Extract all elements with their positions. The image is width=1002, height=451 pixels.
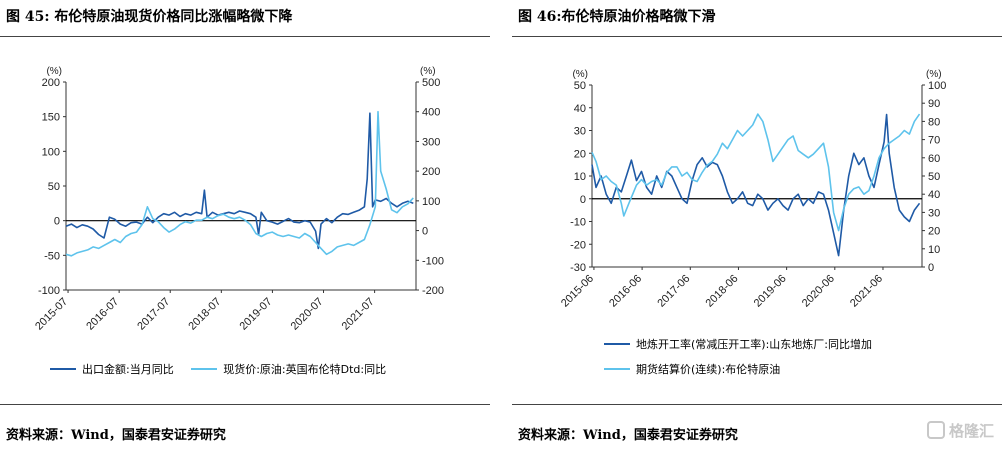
- left-tick-label: -100: [38, 285, 60, 297]
- left-tick-label: -20: [570, 239, 586, 251]
- source-divider: [512, 404, 1002, 405]
- right-tick-label: 60: [928, 153, 940, 165]
- x-tick-label: 2021-07: [340, 296, 377, 333]
- legend-label: 出口金额:当月同比: [82, 363, 174, 376]
- x-tick-label: 2020-06: [800, 273, 837, 310]
- legend-swatch: [604, 343, 630, 345]
- right-tick-label: 20: [928, 226, 940, 238]
- left-tick-label: 200: [42, 77, 60, 89]
- chart-legend: 地炼开工率(常减压开工率):山东地炼厂:同比增加 期货结算价(连续):布伦特原油: [604, 335, 886, 377]
- x-tick-label: 2019-06: [752, 273, 789, 310]
- legend-item: 出口金额:当月同比: [50, 361, 174, 377]
- right-tick-label: 30: [928, 207, 940, 219]
- right-axis-unit: (%): [926, 69, 942, 80]
- right-tick-label: 80: [928, 116, 940, 128]
- chart-legend: 出口金额:当月同比 现货价:原油:英国布伦特Dtd:同比: [50, 360, 400, 377]
- x-tick-label: 2018-07: [186, 296, 223, 333]
- legend-item: 期货结算价(连续):布伦特原油: [604, 361, 780, 377]
- right-tick-label: 500: [422, 77, 440, 89]
- watermark-logo-icon: [926, 421, 945, 439]
- right-tick-label: 400: [422, 107, 440, 119]
- left-tick-label: 100: [42, 146, 60, 158]
- chart-panel-left: 图 45: 布伦特原油现货价格同比涨幅略微下降 (%) (%) -100 -50 0 50…: [0, 0, 490, 451]
- chart-title: 图 45: 布伦特原油现货价格同比涨幅略微下降: [6, 9, 293, 25]
- series-line: [65, 110, 414, 257]
- legend-item: 地炼开工率(常减压开工率):山东地炼厂:同比增加: [604, 336, 872, 352]
- x-tick-label: 2018-06: [704, 273, 741, 310]
- legend-label: 地炼开工率(常减压开工率):山东地炼厂:同比增加: [636, 338, 872, 351]
- legend-swatch: [604, 368, 630, 370]
- x-tick-label: 2017-07: [135, 296, 172, 333]
- right-tick-label: 70: [928, 135, 940, 147]
- legend-swatch: [50, 368, 76, 370]
- left-axis-unit: (%): [572, 69, 588, 80]
- right-tick-label: 100: [422, 196, 440, 208]
- left-tick-label: 0: [580, 194, 586, 206]
- right-tick-label: 0: [422, 226, 428, 238]
- x-tick-label: 2021-06: [848, 273, 885, 310]
- left-tick-label: -50: [44, 250, 60, 262]
- right-tick-label: 200: [422, 166, 440, 178]
- right-tick-label: 100: [928, 80, 946, 92]
- right-tick-label: -100: [422, 255, 444, 267]
- line-chart: (%) (%) -30 -20 -10 0 10 20 30 40 50 0 10 20 30 40 50 60 7…: [559, 69, 946, 310]
- x-tick-label: 2017-06: [655, 273, 692, 310]
- series-line: [65, 112, 414, 250]
- left-tick-label: 0: [54, 216, 60, 228]
- left-tick-label: -30: [570, 262, 586, 274]
- x-tick-label: 2016-07: [84, 296, 121, 333]
- watermark-text: 格隆汇: [948, 422, 994, 440]
- x-tick-label: 2020-07: [289, 296, 326, 333]
- x-tick-label: 2019-07: [238, 296, 275, 333]
- right-tick-label: 50: [928, 171, 940, 183]
- line-chart: (%) (%) -100 -50 0 50 100 150 200 -200 -100 0 100 200…: [33, 66, 444, 333]
- series-line: [591, 113, 921, 257]
- left-tick-label: 30: [574, 126, 586, 138]
- left-tick-label: 150: [42, 112, 60, 124]
- left-tick-label: 50: [574, 80, 586, 92]
- series-line: [591, 113, 921, 232]
- right-tick-label: 90: [928, 98, 940, 110]
- chart-panel-right: 图 46:布伦特原油价格略微下滑 (%) (%) -30 -20 -10 0 10 20 30 4…: [512, 0, 1002, 451]
- left-tick-label: 40: [574, 103, 586, 115]
- right-tick-label: 40: [928, 189, 940, 201]
- x-tick-label: 2015-07: [33, 296, 70, 333]
- legend-label: 现货价:原油:英国布伦特Dtd:同比: [223, 363, 387, 376]
- source-note: 资料来源：Wind，国泰君安证券研究: [518, 428, 738, 443]
- source-note: 资料来源：Wind，国泰君安证券研究: [6, 428, 226, 443]
- legend-swatch: [191, 368, 218, 370]
- chart-title: 图 46:布伦特原油价格略微下滑: [518, 9, 716, 25]
- title-divider: [0, 36, 490, 37]
- right-tick-label: 10: [928, 244, 940, 256]
- legend-label: 期货结算价(连续):布伦特原油: [636, 363, 781, 376]
- legend-item: 现货价:原油:英国布伦特Dtd:同比: [191, 361, 386, 377]
- x-tick-label: 2016-06: [607, 273, 644, 310]
- title-divider: [512, 36, 1002, 37]
- right-tick-label: 0: [928, 262, 934, 274]
- right-axis-unit: (%): [420, 66, 436, 77]
- watermark: 格隆汇: [926, 420, 994, 441]
- left-tick-label: 50: [48, 181, 60, 193]
- left-tick-label: -10: [570, 217, 586, 229]
- x-tick-label: 2015-06: [559, 273, 596, 310]
- left-axis-unit: (%): [46, 66, 62, 77]
- left-tick-label: 10: [574, 171, 586, 183]
- left-tick-label: 20: [574, 148, 586, 160]
- right-tick-label: 300: [422, 136, 440, 148]
- source-divider: [0, 404, 490, 405]
- right-tick-label: -200: [422, 285, 444, 297]
